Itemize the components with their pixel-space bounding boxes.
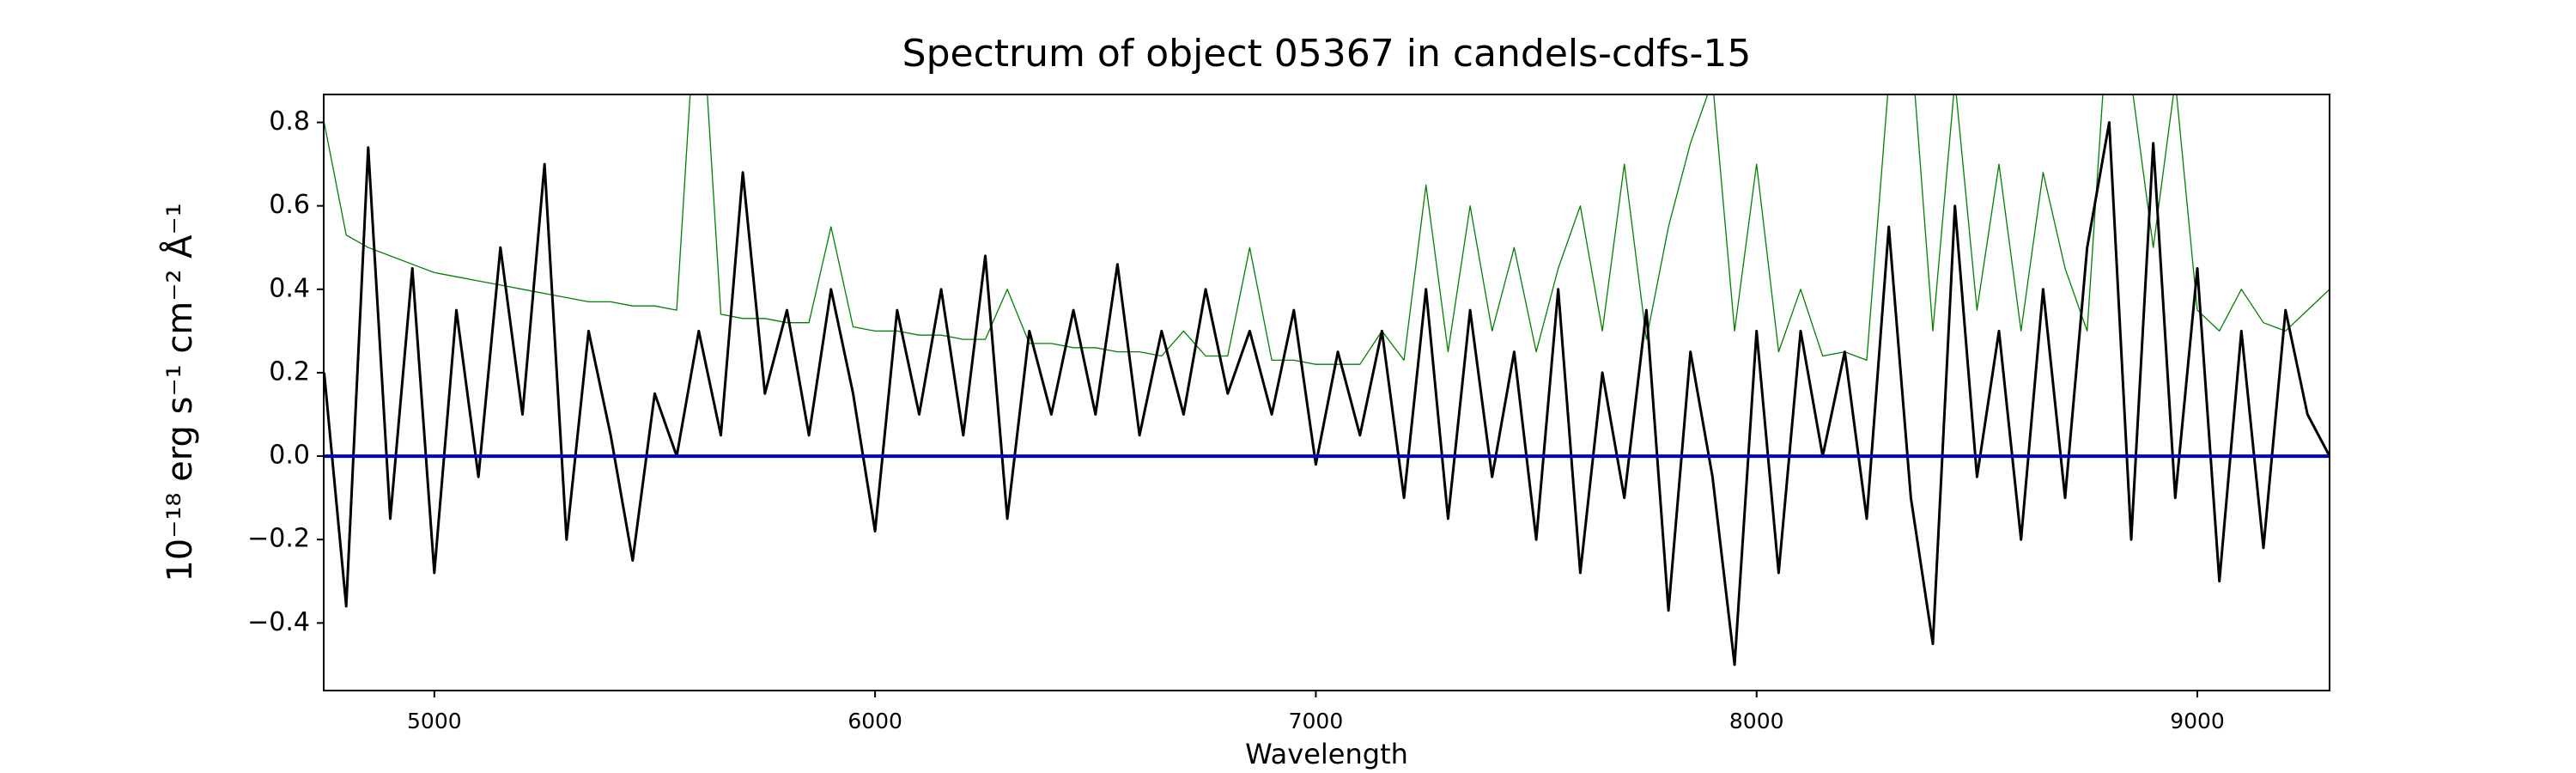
x-axis-label: Wavelength (1245, 738, 1408, 770)
chart-title: Spectrum of object 05367 in candels-cdfs… (902, 32, 1752, 76)
x-tick-label: 8000 (1729, 709, 1784, 733)
y-axis-label: 10⁻¹⁸ erg s⁻¹ cm⁻² Å⁻¹ (159, 203, 200, 581)
spectrum-line (324, 94, 2330, 365)
plot-lines (324, 94, 2330, 666)
x-tick-label: 6000 (848, 709, 902, 733)
plot-frame (323, 94, 2330, 691)
y-tick-label: −0.4 (247, 607, 310, 637)
spectrum-line (324, 121, 2330, 666)
x-tick-label: 7000 (1289, 709, 1344, 733)
y-tick-label: 0.0 (269, 441, 310, 471)
y-tick-label: 0.4 (269, 273, 310, 303)
y-tick-label: 0.8 (269, 107, 310, 137)
y-tick-label: 0.6 (269, 190, 310, 220)
x-tick-label: 9000 (2170, 709, 2225, 733)
y-tick-label: 0.2 (269, 356, 310, 386)
x-tick-label: 5000 (407, 709, 462, 733)
y-tick-label: −0.2 (247, 524, 310, 554)
